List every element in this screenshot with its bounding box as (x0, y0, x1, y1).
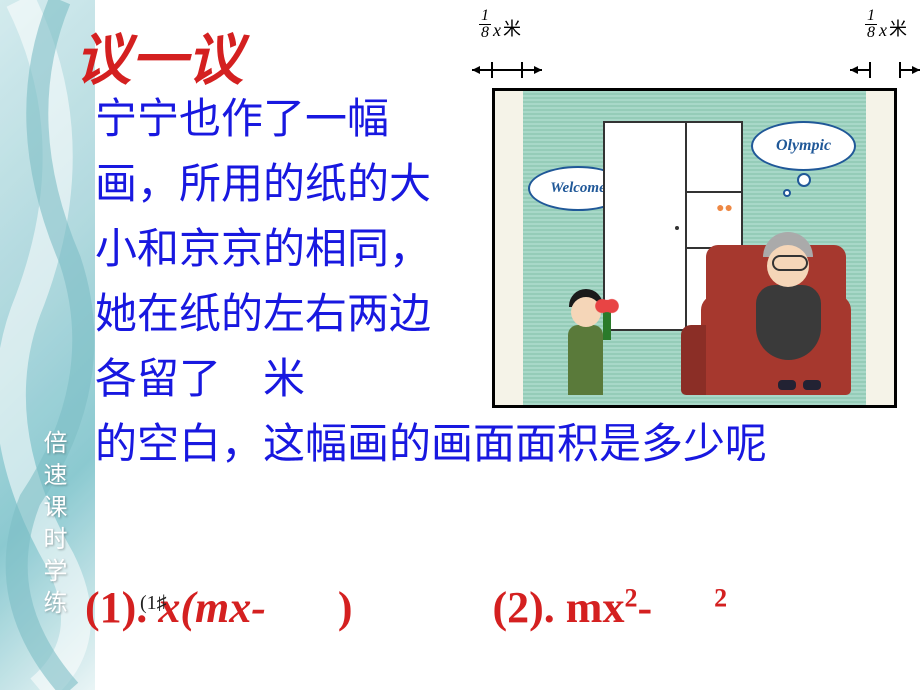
paragraph-narrow: 宁宁也作了一幅画，所用的纸的大小和京京的相同，她在纸的左右两边各留了 米 (95, 88, 465, 413)
drawing-area: Welcome Olympic ●● ▲✿ (523, 91, 866, 405)
sidebar-label: 倍速课时学练 (35, 430, 70, 622)
formula-1-overlay: (1♯ (140, 592, 167, 615)
grandma-figure (701, 235, 851, 395)
right-margin (866, 91, 894, 405)
left-margin (495, 91, 523, 405)
illustration: 1 8 x 米 1 8 x 米 (492, 8, 905, 408)
dimension-row: 1 8 x 米 1 8 x 米 (492, 8, 905, 88)
child-figure (558, 255, 613, 395)
dim-label-right: 1 8 x 米 (865, 8, 907, 41)
picture-frame: Welcome Olympic ●● ▲✿ (492, 88, 897, 408)
formula-1: (1). x(mx- ) (1♯ (85, 582, 353, 633)
slide-title: 议一议 (75, 15, 243, 96)
fraction-left: 1 8 (479, 8, 491, 41)
paragraph-wide: 的空白，这幅画的画面面积是多少呢 (95, 422, 767, 468)
bubble-dot-small (783, 189, 791, 197)
formula-row: (1). x(mx- ) (1♯ (2). mx2- 2 (85, 582, 905, 633)
speech-bubble-right: Olympic (751, 121, 856, 171)
bubble-dot (797, 173, 811, 187)
arrow-left (467, 58, 547, 82)
dim-label-left: 1 8 x 米 (479, 8, 521, 41)
fraction-right: 1 8 (865, 8, 877, 41)
arrow-right (845, 58, 920, 82)
formula-2: (2). mx2- 2 (493, 582, 728, 633)
